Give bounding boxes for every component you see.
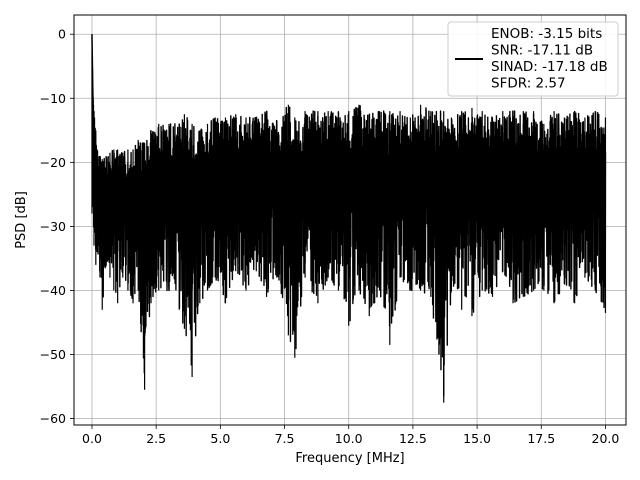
- legend-line-2: SNR: -17.11 dB: [491, 43, 593, 59]
- x-tick-label: 0.0: [82, 431, 102, 446]
- legend-entry: ENOB: -3.15 bits SNR: -17.11 dB SINAD: -17…: [491, 26, 608, 92]
- y-tick-label: −10: [40, 91, 66, 106]
- y-axis-label: PSD [dB]: [14, 191, 29, 249]
- x-tick-label: 10.0: [335, 431, 363, 446]
- y-tick-label: 0: [58, 27, 66, 42]
- plot-area-frame: [73, 14, 627, 426]
- y-tick-label: −20: [40, 155, 66, 170]
- x-axis-label: Frequency [MHz]: [295, 451, 404, 466]
- y-tick-label: −60: [40, 411, 66, 426]
- y-tick-label: −50: [40, 347, 66, 362]
- y-tick-label: −30: [40, 219, 66, 234]
- y-tick-label: −40: [40, 283, 66, 298]
- legend-box: [447, 21, 619, 97]
- x-tick-label: 12.5: [399, 431, 427, 446]
- y-axis-ticks: 0 −10 −20 −30 −40 −50 −60: [40, 27, 74, 426]
- legend-line-1: ENOB: -3.15 bits: [491, 26, 602, 42]
- psd-series-line: [91, 34, 607, 403]
- x-axis-ticks: 0.0 2.5 5.0 7.5 10.0 12.5 15.0 17.5 20.0: [82, 425, 619, 446]
- x-tick-label: 5.0: [210, 431, 230, 446]
- legend: ENOB: -3.15 bits SNR: -17.11 dB SINAD: -17…: [447, 21, 619, 97]
- x-tick-label: 20.0: [592, 431, 620, 446]
- x-tick-label: 15.0: [463, 431, 491, 446]
- x-tick-label: 7.5: [275, 431, 295, 446]
- legend-line-3: SINAD: -17.18 dB: [491, 59, 608, 75]
- legend-line-4: SFDR: 2.57: [491, 76, 566, 92]
- x-tick-label: 17.5: [527, 431, 555, 446]
- x-tick-label: 2.5: [146, 431, 166, 446]
